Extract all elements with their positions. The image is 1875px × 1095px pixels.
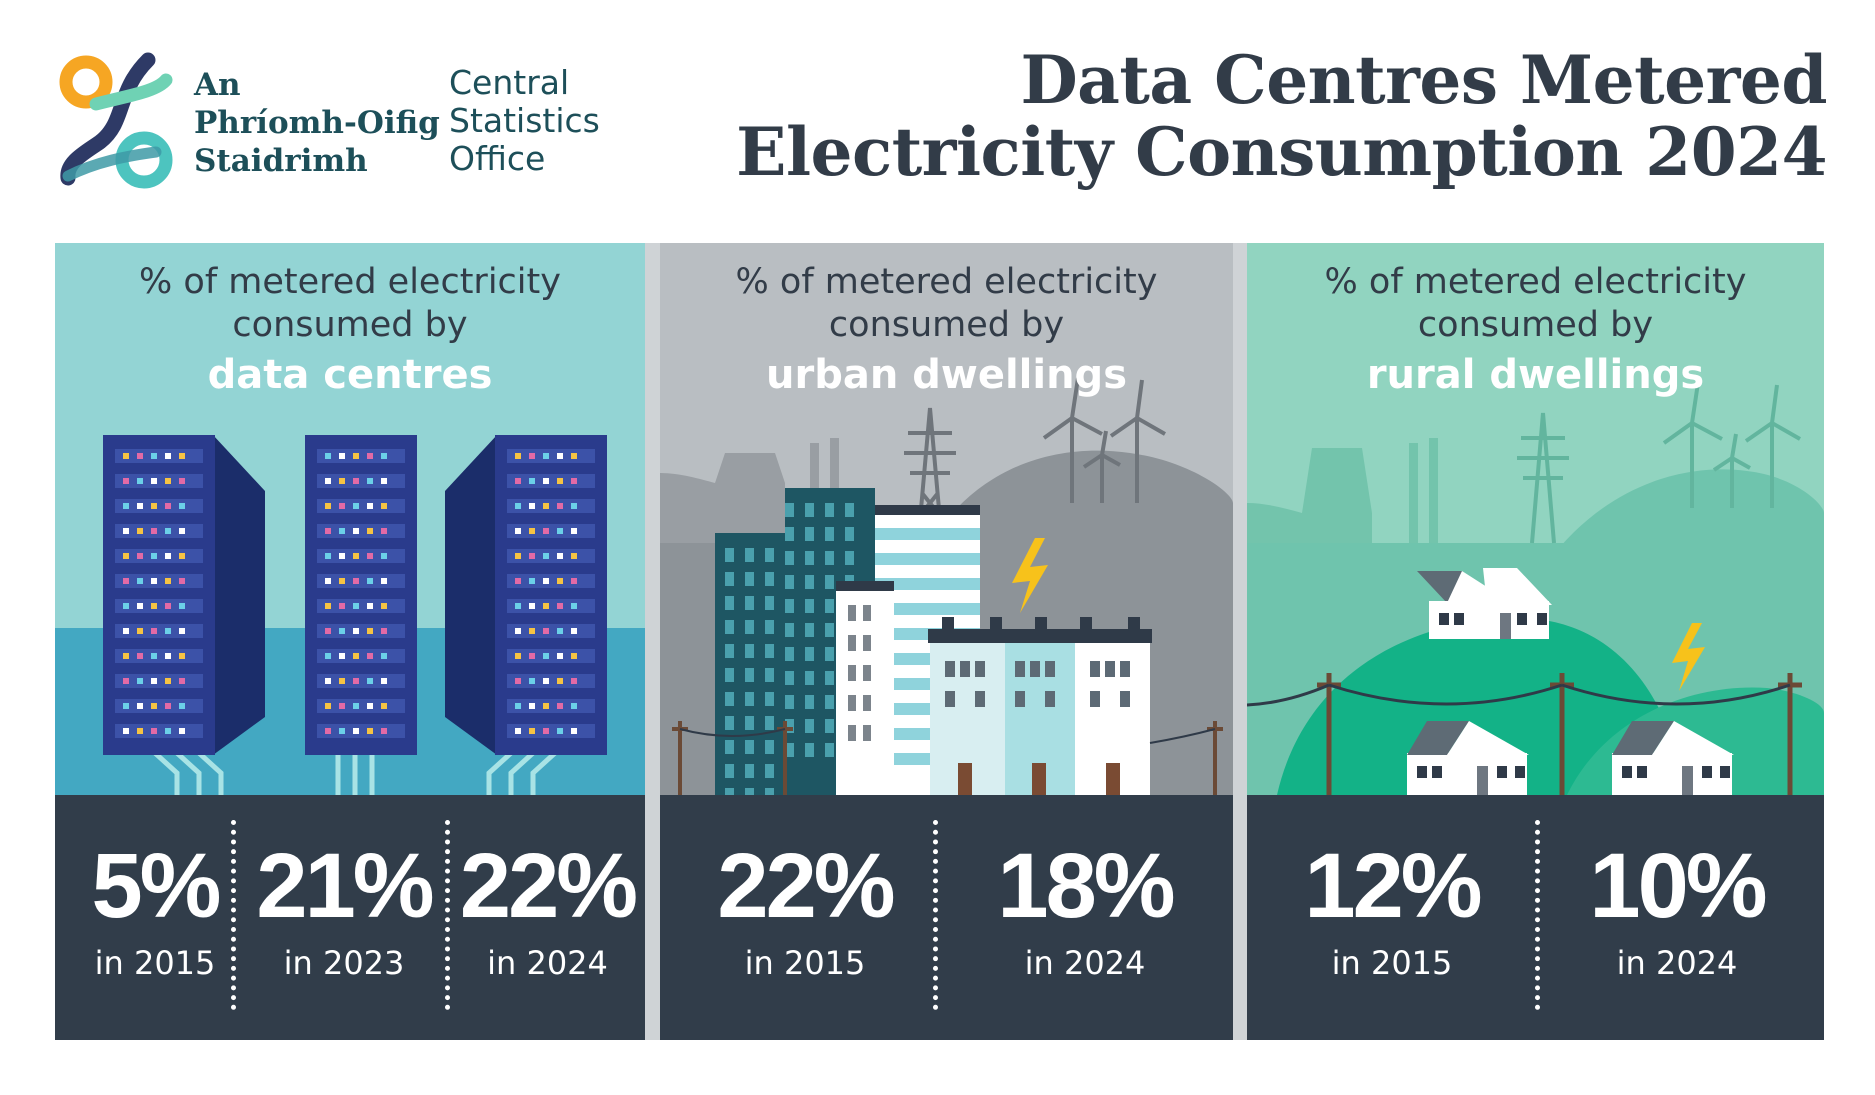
logo-irish-line: Phríomh-Oifig (194, 105, 440, 141)
stat-block: 5% in 2015 (55, 833, 255, 985)
server-racks-icon (55, 435, 645, 795)
title-line: Data Centres Metered (1020, 41, 1827, 119)
stat-year: in 2023 (283, 944, 405, 982)
stat-divider (1535, 820, 1540, 1010)
stat-year: in 2015 (1331, 944, 1453, 982)
caption-line: % of metered electricity (735, 262, 1158, 302)
stat-value: 21% (256, 835, 434, 937)
stat-divider (231, 820, 236, 1010)
stat-year: in 2024 (1024, 944, 1146, 982)
panel-caption: % of metered electricity consumed by urb… (660, 261, 1233, 401)
stat-block: 12% in 2015 (1247, 833, 1537, 985)
logo-english-line: Central (449, 63, 570, 102)
cso-logo-mark-icon (59, 52, 173, 189)
stats-data-centres: 5% in 2015 21% in 2023 22% in 2024 (55, 795, 645, 1040)
logo-irish-line: Staidrimh (194, 143, 368, 179)
stat-value: 22% (459, 835, 638, 937)
panel-data-centres: % of metered electricity consumed by dat… (55, 243, 645, 795)
panel-urban-dwellings: % of metered electricity consumed by urb… (660, 243, 1233, 795)
page-title: Data Centres Metered Electricity Consump… (736, 44, 1827, 188)
rural-houses-icon (1247, 382, 1824, 795)
panel-caption: % of metered electricity consumed by dat… (55, 261, 645, 401)
stats-rural-dwellings: 12% in 2015 10% in 2024 (1247, 795, 1824, 1040)
caption-line: % of metered electricity (139, 262, 561, 302)
stat-value: 12% (1304, 835, 1482, 937)
caption-line: consumed by (828, 305, 1065, 345)
logo-english-line: Statistics (449, 101, 600, 140)
stat-divider (933, 820, 938, 1010)
panel-divider (645, 243, 660, 1040)
stat-divider (445, 820, 450, 1010)
stat-block: 22% in 2015 (670, 833, 940, 985)
city-buildings-icon (660, 377, 1233, 795)
title-line: Electricity Consumption 2024 (736, 113, 1827, 191)
logo-irish-line: An (194, 67, 241, 103)
stat-block: 10% in 2024 (1542, 833, 1812, 985)
caption-highlight: data centres (207, 352, 493, 398)
cso-logo: An Phríomh-Oifig Staidrimh Central Stati… (56, 52, 616, 192)
stat-block: 21% in 2023 (248, 833, 440, 985)
logo-english-name: Central Statistics Office (449, 64, 600, 178)
stat-year: in 2015 (94, 944, 216, 982)
logo-english-line: Office (449, 139, 546, 178)
stats-urban-dwellings: 22% in 2015 18% in 2024 (660, 795, 1233, 1040)
stat-year: in 2015 (744, 944, 866, 982)
stat-value: 22% (717, 835, 895, 937)
stat-year: in 2024 (1616, 944, 1738, 982)
caption-line: consumed by (1417, 305, 1654, 345)
panel-rural-dwellings: % of metered electricity consumed by rur… (1247, 243, 1824, 795)
stat-value: 18% (997, 835, 1175, 937)
panel-divider (1233, 243, 1247, 1040)
caption-line: % of metered electricity (1324, 262, 1747, 302)
stat-value: 5% (91, 835, 222, 937)
caption-line: consumed by (232, 305, 468, 345)
caption-highlight: rural dwellings (1366, 352, 1705, 398)
panel-caption: % of metered electricity consumed by rur… (1247, 261, 1824, 401)
stat-year: in 2024 (487, 944, 608, 982)
caption-highlight: urban dwellings (766, 352, 1127, 398)
stat-value: 10% (1589, 835, 1767, 937)
stat-block: 18% in 2024 (950, 833, 1220, 985)
stat-block: 22% in 2024 (450, 833, 645, 985)
logo-irish-name: An Phríomh-Oifig Staidrimh (194, 66, 440, 180)
